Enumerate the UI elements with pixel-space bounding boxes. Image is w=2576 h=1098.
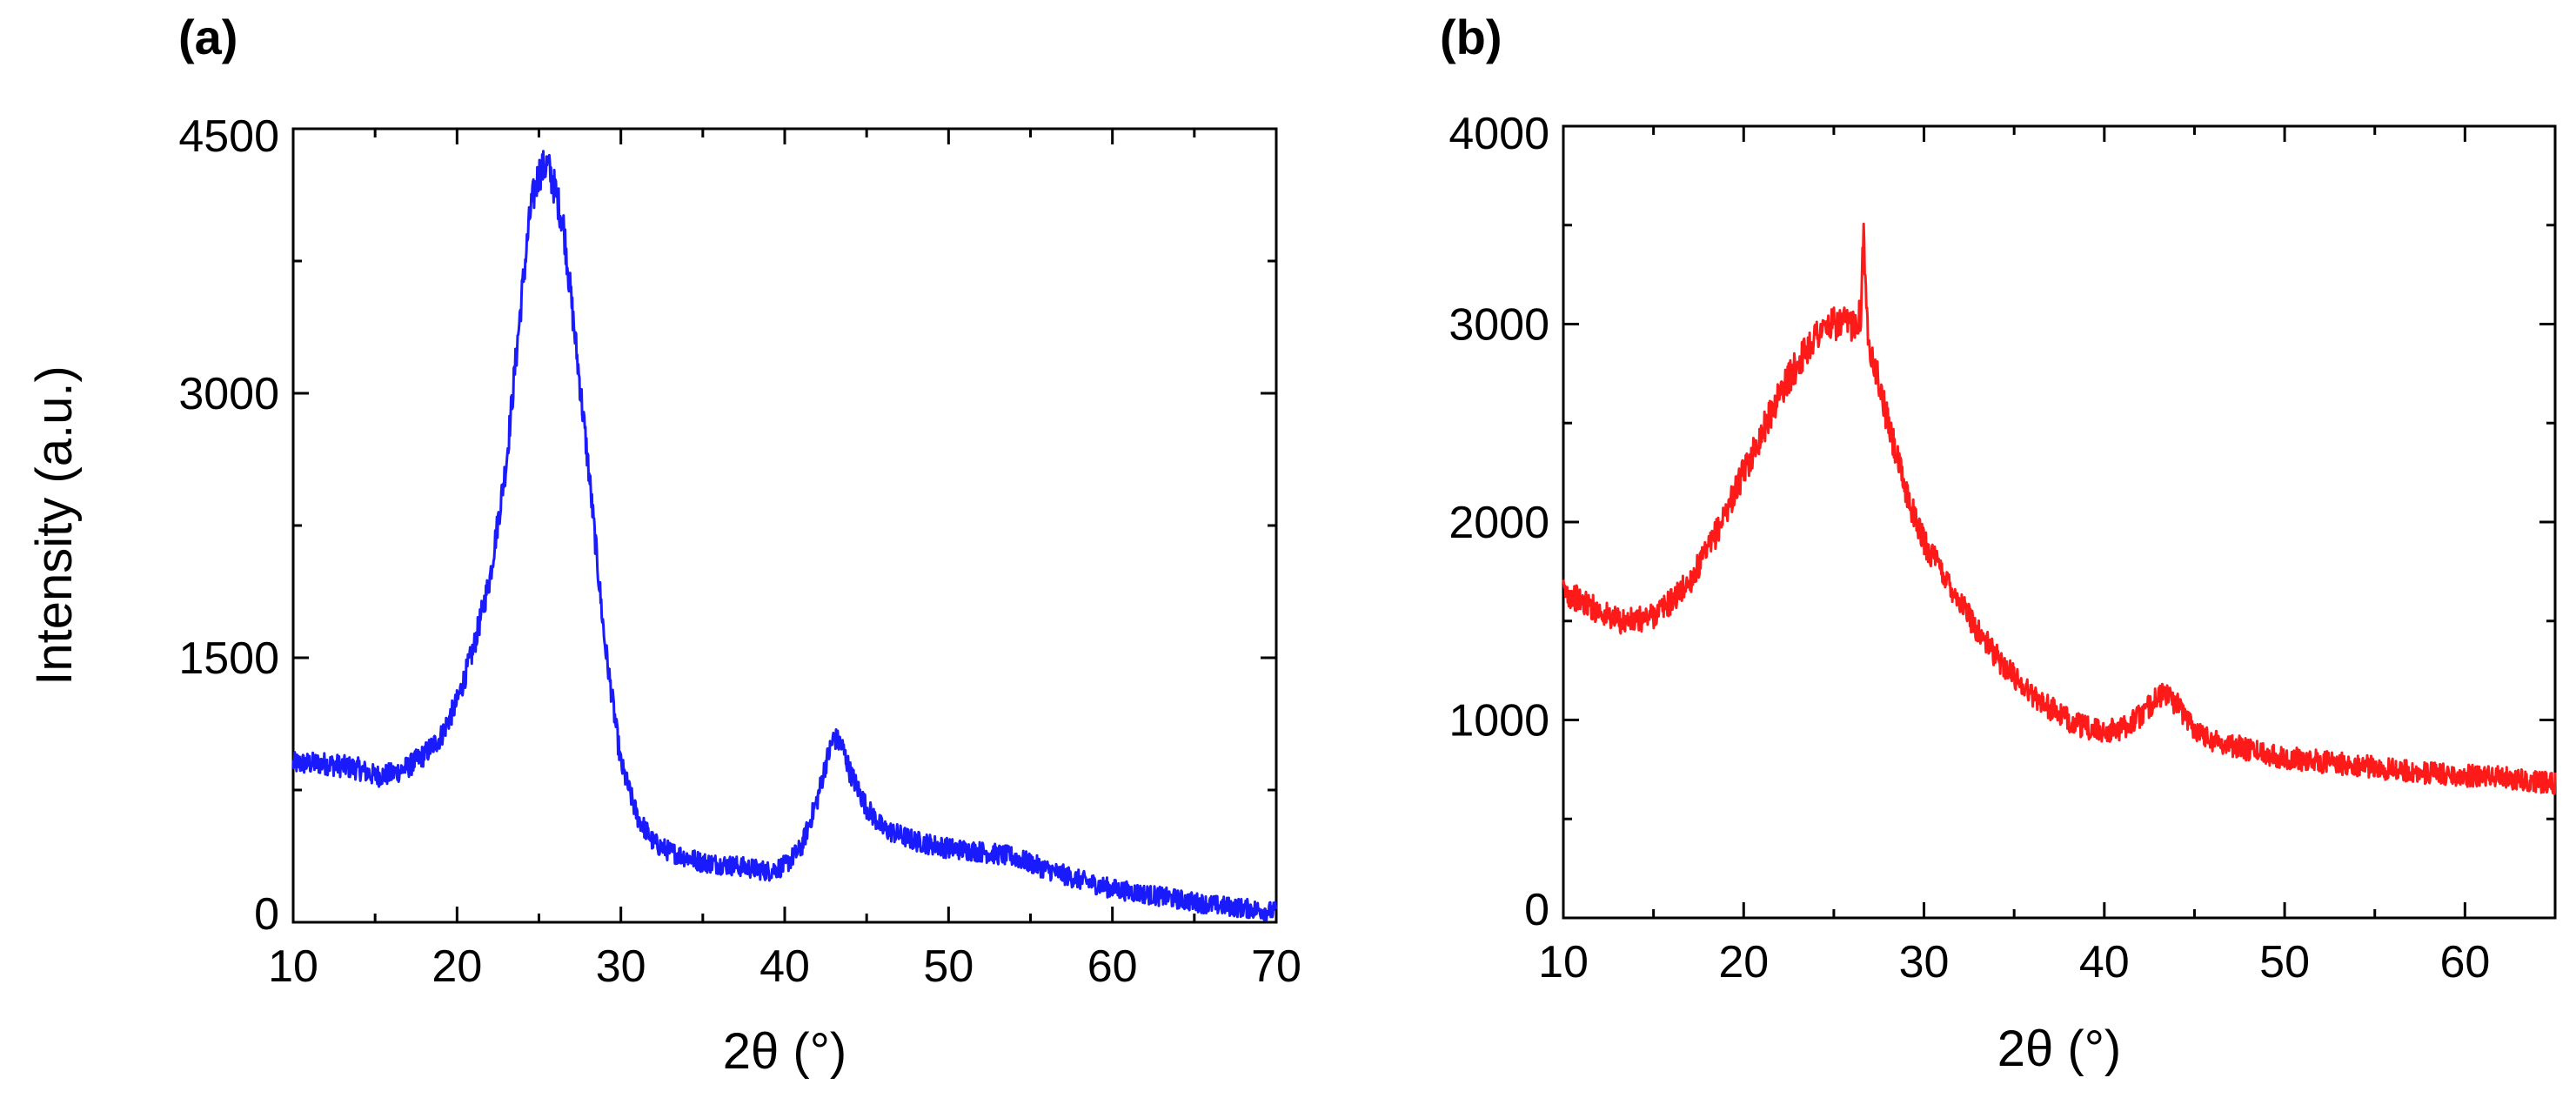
x-tick-label: 50 <box>923 941 974 992</box>
y-tick-label: 3000 <box>178 369 279 419</box>
x-tick-label: 30 <box>596 941 646 992</box>
x-axis-title-a: 2θ (°) <box>723 1023 846 1080</box>
y-tick-label: 4000 <box>1449 109 1549 159</box>
x-tick-label: 60 <box>1087 941 1138 992</box>
x-tick-label: 50 <box>2259 937 2310 988</box>
y-tick-label: 4500 <box>178 111 279 162</box>
y-tick-labels-a: 0 1500 3000 4500 <box>178 111 279 940</box>
x-tick-label: 40 <box>2079 937 2130 988</box>
axis-ticks-b <box>1562 124 2557 920</box>
x-tick-label: 10 <box>1538 937 1589 988</box>
x-tick-label: 10 <box>268 941 318 992</box>
plot-frame-a <box>291 127 1278 924</box>
y-tick-label: 1000 <box>1449 696 1549 747</box>
series-line-b <box>1562 222 2557 795</box>
x-tick-labels-a: 10 20 30 40 50 60 70 <box>268 941 1301 992</box>
x-tick-labels-b: 10 20 30 40 50 60 <box>1538 937 2490 988</box>
x-axis-title-b: 2θ (°) <box>1997 1021 2121 1077</box>
y-tick-label: 0 <box>254 889 279 940</box>
x-tick-label: 20 <box>432 941 482 992</box>
y-tick-label: 0 <box>1524 885 1549 935</box>
x-tick-label: 70 <box>1251 941 1301 992</box>
x-tick-label: 30 <box>1899 937 1950 988</box>
y-tick-label: 2000 <box>1449 498 1549 548</box>
y-tick-labels-b: 0 1000 2000 3000 4000 <box>1449 109 1549 935</box>
x-tick-label: 20 <box>1718 937 1769 988</box>
chart-panel-b: (b) 10 20 30 40 50 60 0 1000 2000 3000 4000 2θ (°… <box>1440 10 2557 1077</box>
axis-ticks-a <box>291 127 1278 924</box>
series-line-a <box>291 150 1278 921</box>
x-tick-label: 60 <box>2439 937 2490 988</box>
plot-frame-b <box>1562 124 2557 920</box>
panel-label-a: (a) <box>178 10 238 64</box>
y-tick-label: 3000 <box>1449 300 1549 351</box>
panel-label-b: (b) <box>1440 10 1502 64</box>
y-axis-title-a: Intensity (a.u.) <box>26 365 83 685</box>
x-tick-label: 40 <box>759 941 810 992</box>
y-tick-label: 1500 <box>178 633 279 684</box>
